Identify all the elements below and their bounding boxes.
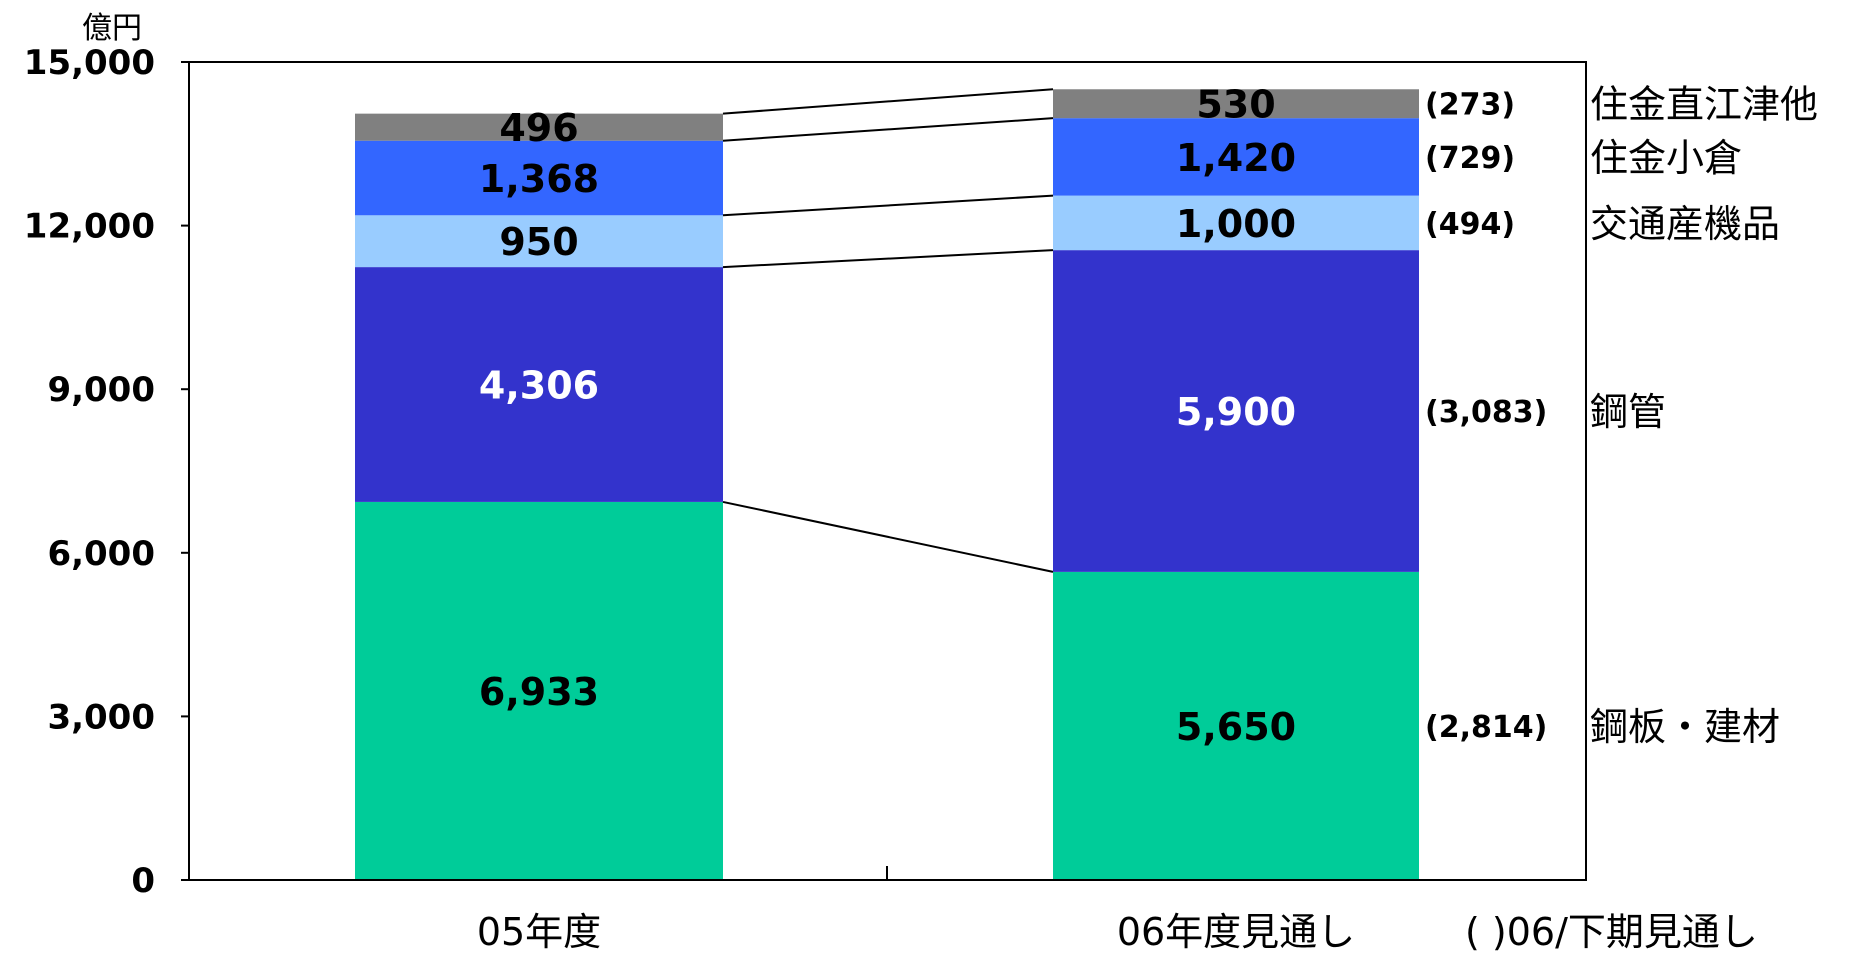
h2-value-label: (3,083) bbox=[1425, 395, 1547, 430]
h2-value-label: (729) bbox=[1425, 141, 1515, 176]
bar-value-label: 530 bbox=[1196, 83, 1275, 127]
bar-segment bbox=[1053, 89, 1419, 119]
bar-segment bbox=[355, 113, 723, 141]
connector-line bbox=[722, 88, 1054, 115]
x-category-label: 05年度 bbox=[477, 910, 601, 954]
bar-value-label: 1,368 bbox=[479, 157, 599, 201]
y-axis-unit-label: 億円 bbox=[82, 11, 142, 46]
series-name-label: 鋼板・建材 bbox=[1590, 705, 1780, 749]
bar-segment bbox=[355, 501, 723, 880]
series-side-labels: (2,814) 鋼板・建材 (3,083) 鋼管 (494) 交通産機品 (729) 住金小倉… bbox=[1425, 83, 1818, 749]
x-category-label: 06年度見通し bbox=[1117, 910, 1355, 954]
bar-value-label: 1,420 bbox=[1176, 136, 1296, 180]
connector-line bbox=[722, 117, 1054, 142]
bar-segment bbox=[355, 140, 723, 216]
connector-line bbox=[722, 194, 1054, 217]
connector-lines bbox=[722, 88, 1054, 573]
bar-segment bbox=[355, 215, 723, 268]
half-year-note: ( )06/下期見通し bbox=[1465, 910, 1758, 954]
connector-line bbox=[722, 500, 1054, 573]
bar-segment bbox=[1053, 195, 1419, 251]
bar-value-label: 5,900 bbox=[1176, 390, 1296, 434]
bar-value-label: 6,933 bbox=[479, 670, 599, 714]
bar-segments bbox=[355, 89, 1419, 880]
bar-segment bbox=[1053, 571, 1419, 880]
bar-value-label: 496 bbox=[499, 106, 578, 150]
bar-value-label: 950 bbox=[499, 220, 578, 264]
series-name-label: 鋼管 bbox=[1590, 390, 1666, 434]
h2-value-label: (494) bbox=[1425, 207, 1515, 242]
category-labels: 05年度 06年度見通し bbox=[477, 910, 1355, 954]
y-tick-label: 12,000 bbox=[24, 207, 155, 247]
bar-value-label: 4,306 bbox=[479, 364, 599, 408]
h2-value-label: (273) bbox=[1425, 88, 1515, 123]
series-name-label: 住金直江津他 bbox=[1590, 83, 1818, 127]
y-tick-label: 15,000 bbox=[24, 43, 155, 83]
y-tick-label: 3,000 bbox=[47, 697, 155, 737]
y-axis-ticks: 0 3,000 6,000 9,000 12,000 15,000 bbox=[24, 43, 189, 901]
y-tick-label: 9,000 bbox=[47, 370, 155, 410]
series-name-label: 交通産機品 bbox=[1590, 202, 1780, 246]
y-tick-label: 0 bbox=[131, 861, 155, 901]
series-name-label: 住金小倉 bbox=[1590, 136, 1742, 180]
bar-segment bbox=[1053, 118, 1419, 196]
bar-value-label: 1,000 bbox=[1176, 202, 1296, 246]
connector-line bbox=[722, 249, 1054, 269]
bar-segment bbox=[355, 267, 723, 502]
value-labels: 6,933 4,306 950 1,368 496 5,650 5,900 1,000 1,42… bbox=[479, 83, 1296, 749]
bar-value-label: 5,650 bbox=[1176, 705, 1296, 749]
h2-value-label: (2,814) bbox=[1425, 710, 1547, 745]
y-tick-label: 6,000 bbox=[47, 534, 155, 574]
bar-segment bbox=[1053, 250, 1419, 572]
